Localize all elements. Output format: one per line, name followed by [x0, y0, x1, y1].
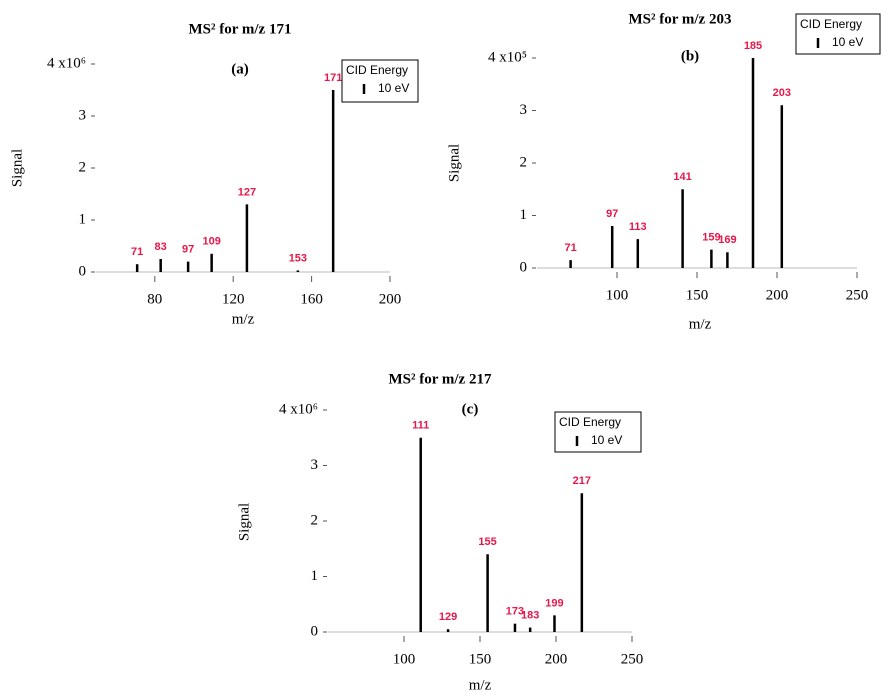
y-tick-label: 0 — [520, 259, 528, 275]
x-tick-label: 160 — [300, 291, 323, 307]
y-tick-label: 1 — [79, 211, 87, 227]
y-tick-label: 2 — [311, 512, 319, 528]
x-tick-label: 100 — [393, 651, 416, 667]
x-axis-label: m/z — [232, 311, 255, 327]
y-tick-label: 2 — [520, 154, 528, 170]
legend-title: CID Energy — [559, 415, 621, 429]
y-axis-label: Signal — [236, 503, 252, 541]
peak-label: 97 — [182, 244, 194, 256]
x-tick-label: 120 — [222, 291, 245, 307]
legend-box — [795, 13, 881, 55]
panel-label: (c) — [462, 401, 479, 417]
y-axis-label: Signal — [9, 149, 25, 187]
peak-label: 113 — [629, 221, 647, 233]
y-axis-label: Signal — [446, 144, 462, 182]
peak-label: 155 — [478, 536, 496, 548]
peak-label: 71 — [131, 246, 143, 258]
legend-label: 10 eV — [378, 81, 409, 95]
x-axis-label: m/z — [469, 677, 492, 693]
x-tick-label: 200 — [545, 651, 568, 667]
y-tick-label: 4 x10⁵ — [488, 49, 527, 65]
peak-label: 159 — [702, 232, 720, 244]
peak-label: 71 — [564, 242, 576, 254]
x-tick-label: 150 — [469, 651, 492, 667]
panel-label: (a) — [231, 61, 249, 77]
y-tick-label: 1 — [311, 568, 319, 584]
y-tick-label: 2 — [79, 159, 87, 175]
x-tick-label: 150 — [686, 287, 709, 303]
y-tick-label: 4 x10⁶ — [47, 55, 86, 71]
peak-label: 217 — [573, 475, 591, 487]
peak-label: 203 — [773, 87, 791, 99]
chart-title: MS² for m/z 217 — [389, 371, 492, 387]
legend-title: CID Energy — [346, 63, 408, 77]
x-tick-label: 250 — [621, 651, 644, 667]
legend-label: 10 eV — [591, 433, 622, 447]
x-tick-label: 100 — [606, 287, 629, 303]
y-tick-label: 3 — [79, 107, 87, 123]
y-tick-label: 0 — [79, 263, 87, 279]
x-tick-label: 200 — [379, 291, 402, 307]
y-tick-label: 3 — [311, 457, 319, 473]
x-axis-label: m/z — [689, 316, 712, 332]
peak-label: 129 — [439, 611, 457, 623]
peak-label: 111 — [412, 420, 429, 432]
panel-label: (b) — [681, 48, 699, 64]
y-tick-label: 4 x10⁶ — [279, 401, 318, 417]
x-tick-label: 200 — [766, 287, 789, 303]
peak-label: 109 — [202, 236, 220, 248]
chart-title: MS² for m/z 171 — [189, 21, 292, 37]
y-tick-label: 0 — [311, 623, 319, 639]
peak-label: 83 — [155, 241, 167, 253]
legend-label: 10 eV — [832, 35, 863, 49]
legend-title: CID Energy — [800, 17, 862, 31]
peak-label: 127 — [238, 186, 256, 198]
x-tick-label: 80 — [147, 291, 162, 307]
peak-label: 141 — [673, 171, 691, 183]
peak-label: 169 — [718, 234, 736, 246]
y-tick-label: 3 — [520, 102, 528, 118]
chart-title: MS² for m/z 203 — [629, 11, 732, 27]
peak-label: 183 — [521, 609, 539, 621]
peak-label: 97 — [606, 208, 618, 220]
peak-label: 171 — [324, 72, 342, 84]
y-tick-label: 1 — [520, 207, 528, 223]
peak-label: 185 — [744, 40, 762, 52]
x-tick-label: 250 — [846, 287, 869, 303]
peak-label: 199 — [545, 597, 563, 609]
legend-box — [341, 59, 419, 103]
peak-label: 153 — [289, 252, 307, 264]
legend-box — [554, 411, 642, 453]
peak-label: 173 — [506, 606, 524, 618]
